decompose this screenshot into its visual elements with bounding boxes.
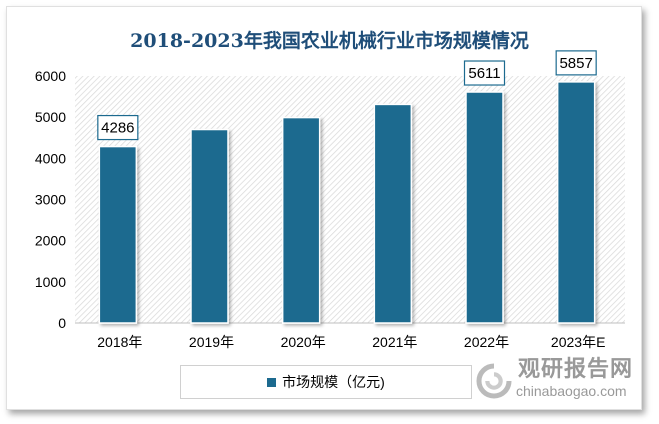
x-tick-label: 2019年 — [189, 334, 234, 350]
y-tick-label: 6000 — [35, 68, 66, 84]
data-label-box — [555, 50, 597, 76]
y-tick-label: 3000 — [35, 192, 66, 208]
bar — [556, 81, 596, 324]
legend: 市场规模（亿元) — [180, 365, 472, 399]
x-tick-label: 2022年 — [464, 334, 509, 350]
bar — [98, 145, 138, 324]
bar — [465, 91, 504, 324]
data-label-box — [463, 60, 506, 86]
y-tick-label: 1000 — [35, 274, 66, 290]
data-label: 5857 — [559, 55, 592, 72]
y-tick-label: 4000 — [35, 150, 66, 166]
watermark-swirl-icon — [476, 363, 512, 399]
x-tick-label: 2018年 — [97, 334, 142, 350]
data-label: 4286 — [101, 120, 134, 137]
plot-area — [75, 76, 625, 323]
watermark-en: chinabaogao.com — [516, 383, 627, 399]
data-label: 5611 — [468, 65, 500, 82]
bar — [281, 116, 321, 324]
y-tick-label: 0 — [58, 315, 66, 331]
chart-title: 2018-2023年我国农业机械行业市场规模情况 — [130, 30, 529, 52]
legend-label: 市场规模（亿元) — [282, 374, 385, 390]
legend-swatch — [267, 377, 277, 387]
y-tick-label: 5000 — [35, 109, 66, 125]
x-tick-label: 2021年 — [372, 334, 417, 350]
data-label-box — [97, 114, 139, 141]
y-tick-label: 2000 — [35, 233, 66, 249]
bar — [373, 103, 413, 324]
bar — [190, 128, 229, 324]
watermark-logo: 观研报告网 chinabaogao.com — [474, 357, 640, 405]
watermark-cn: 观研报告网 — [518, 356, 634, 381]
x-tick-label: 2020年 — [281, 334, 326, 350]
x-tick-label: 2023年E — [551, 334, 605, 350]
